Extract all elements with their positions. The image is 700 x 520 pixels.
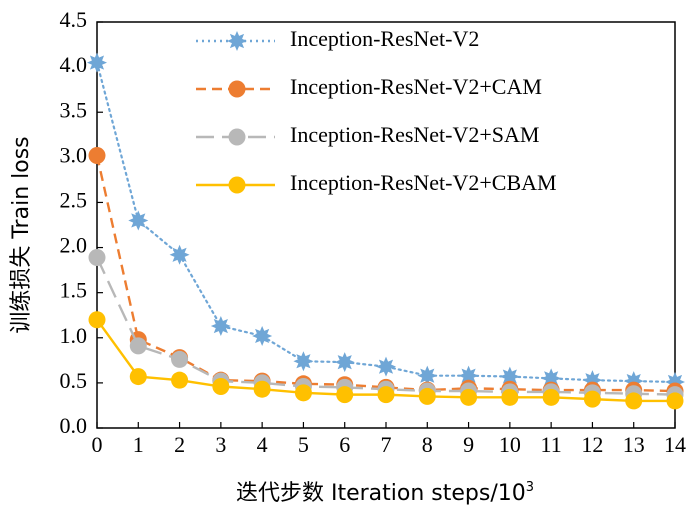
data-point xyxy=(253,380,271,398)
x-tick-label: 5 xyxy=(298,432,309,457)
series-1 xyxy=(87,52,685,392)
x-tick-label: 10 xyxy=(499,432,521,457)
y-tick-label: 0.5 xyxy=(60,368,88,393)
data-point xyxy=(294,384,312,402)
data-point xyxy=(88,147,106,165)
data-point xyxy=(87,52,107,73)
data-point xyxy=(666,392,684,410)
data-point xyxy=(499,366,520,387)
x-tick-label: 11 xyxy=(541,432,562,457)
y-tick-label: 1.5 xyxy=(60,278,88,303)
data-point xyxy=(417,365,438,386)
y-tick-label: 4.0 xyxy=(60,52,88,77)
x-tick-label: 8 xyxy=(422,432,433,457)
legend-label: Inception-ResNet-V2 xyxy=(290,26,479,51)
data-point xyxy=(171,350,189,368)
y-tick-label: 4.5 xyxy=(60,7,88,32)
legend-entry: Inception-ResNet-V2 xyxy=(196,26,479,51)
data-point xyxy=(293,351,314,372)
data-point xyxy=(252,325,273,346)
x-tick-label: 9 xyxy=(463,432,474,457)
data-point xyxy=(583,390,601,408)
x-tick-label: 1 xyxy=(133,432,144,457)
data-point xyxy=(212,377,230,395)
y-axis-title: 训练损失 Train loss xyxy=(9,136,34,333)
series-4 xyxy=(88,311,684,410)
x-tick-label: 13 xyxy=(623,432,645,457)
series-line xyxy=(95,61,677,384)
x-tick-label: 2 xyxy=(174,432,185,457)
y-tick-label: 0.0 xyxy=(60,413,88,438)
legend-entry: Inception-ResNet-V2+SAM xyxy=(196,122,539,147)
x-tick-label: 12 xyxy=(581,432,603,457)
data-point xyxy=(88,248,106,266)
data-point xyxy=(129,337,147,355)
legend-marker xyxy=(228,176,246,194)
x-tick-label: 6 xyxy=(339,432,350,457)
data-point xyxy=(501,388,519,406)
x-tick-label: 4 xyxy=(257,432,268,457)
data-point xyxy=(625,392,643,410)
y-tick-label: 3.0 xyxy=(60,142,88,167)
data-point xyxy=(542,388,560,406)
legend-marker xyxy=(228,80,246,98)
data-point xyxy=(88,311,106,329)
data-point xyxy=(376,356,396,377)
legend-marker xyxy=(228,128,246,146)
data-point xyxy=(336,386,354,404)
y-tick-label: 2.0 xyxy=(60,233,88,258)
series-line xyxy=(95,155,676,393)
data-point xyxy=(171,371,189,389)
legend-label: Inception-ResNet-V2+CAM xyxy=(290,74,542,99)
data-point xyxy=(458,365,479,386)
legend-entry: Inception-ResNet-V2+CBAM xyxy=(196,170,557,195)
x-tick-label: 7 xyxy=(381,432,392,457)
y-tick-label: 1.0 xyxy=(60,323,88,348)
legend-entry: Inception-ResNet-V2+CAM xyxy=(196,74,542,99)
legend-marker xyxy=(227,31,247,51)
y-tick-label: 3.5 xyxy=(60,97,88,122)
data-point xyxy=(460,388,478,406)
data-point xyxy=(334,352,355,373)
x-axis-title-text: 迭代步数 Iteration steps/10 xyxy=(236,481,526,506)
x-axis-title-exponent: 3 xyxy=(526,480,534,495)
data-point xyxy=(210,316,231,337)
legend-label: Inception-ResNet-V2+CBAM xyxy=(290,170,557,195)
x-tick-label: 3 xyxy=(215,432,226,457)
data-point xyxy=(129,368,147,386)
x-tick-label: 0 xyxy=(92,432,103,457)
x-tick-label: 14 xyxy=(664,432,686,457)
data-point xyxy=(418,387,436,405)
legend-label: Inception-ResNet-V2+SAM xyxy=(290,122,539,147)
x-axis-title: 迭代步数 Iteration steps/103 xyxy=(236,480,534,506)
y-tick-label: 2.5 xyxy=(60,187,88,212)
data-point xyxy=(128,210,149,231)
data-point xyxy=(377,386,395,404)
data-point xyxy=(169,244,190,265)
